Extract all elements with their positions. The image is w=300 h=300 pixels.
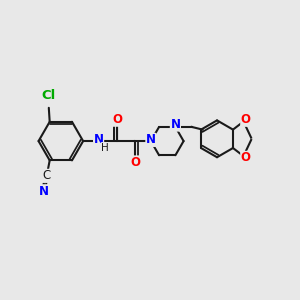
Text: O: O [130, 156, 140, 169]
Text: Cl: Cl [41, 89, 55, 103]
Text: N: N [146, 134, 156, 146]
Text: H: H [101, 142, 109, 153]
Text: C: C [42, 169, 50, 182]
Text: N: N [94, 134, 103, 146]
Text: N: N [39, 185, 49, 198]
Text: O: O [241, 113, 251, 126]
Text: O: O [112, 113, 122, 126]
Text: N: N [170, 118, 180, 131]
Text: O: O [241, 151, 251, 164]
